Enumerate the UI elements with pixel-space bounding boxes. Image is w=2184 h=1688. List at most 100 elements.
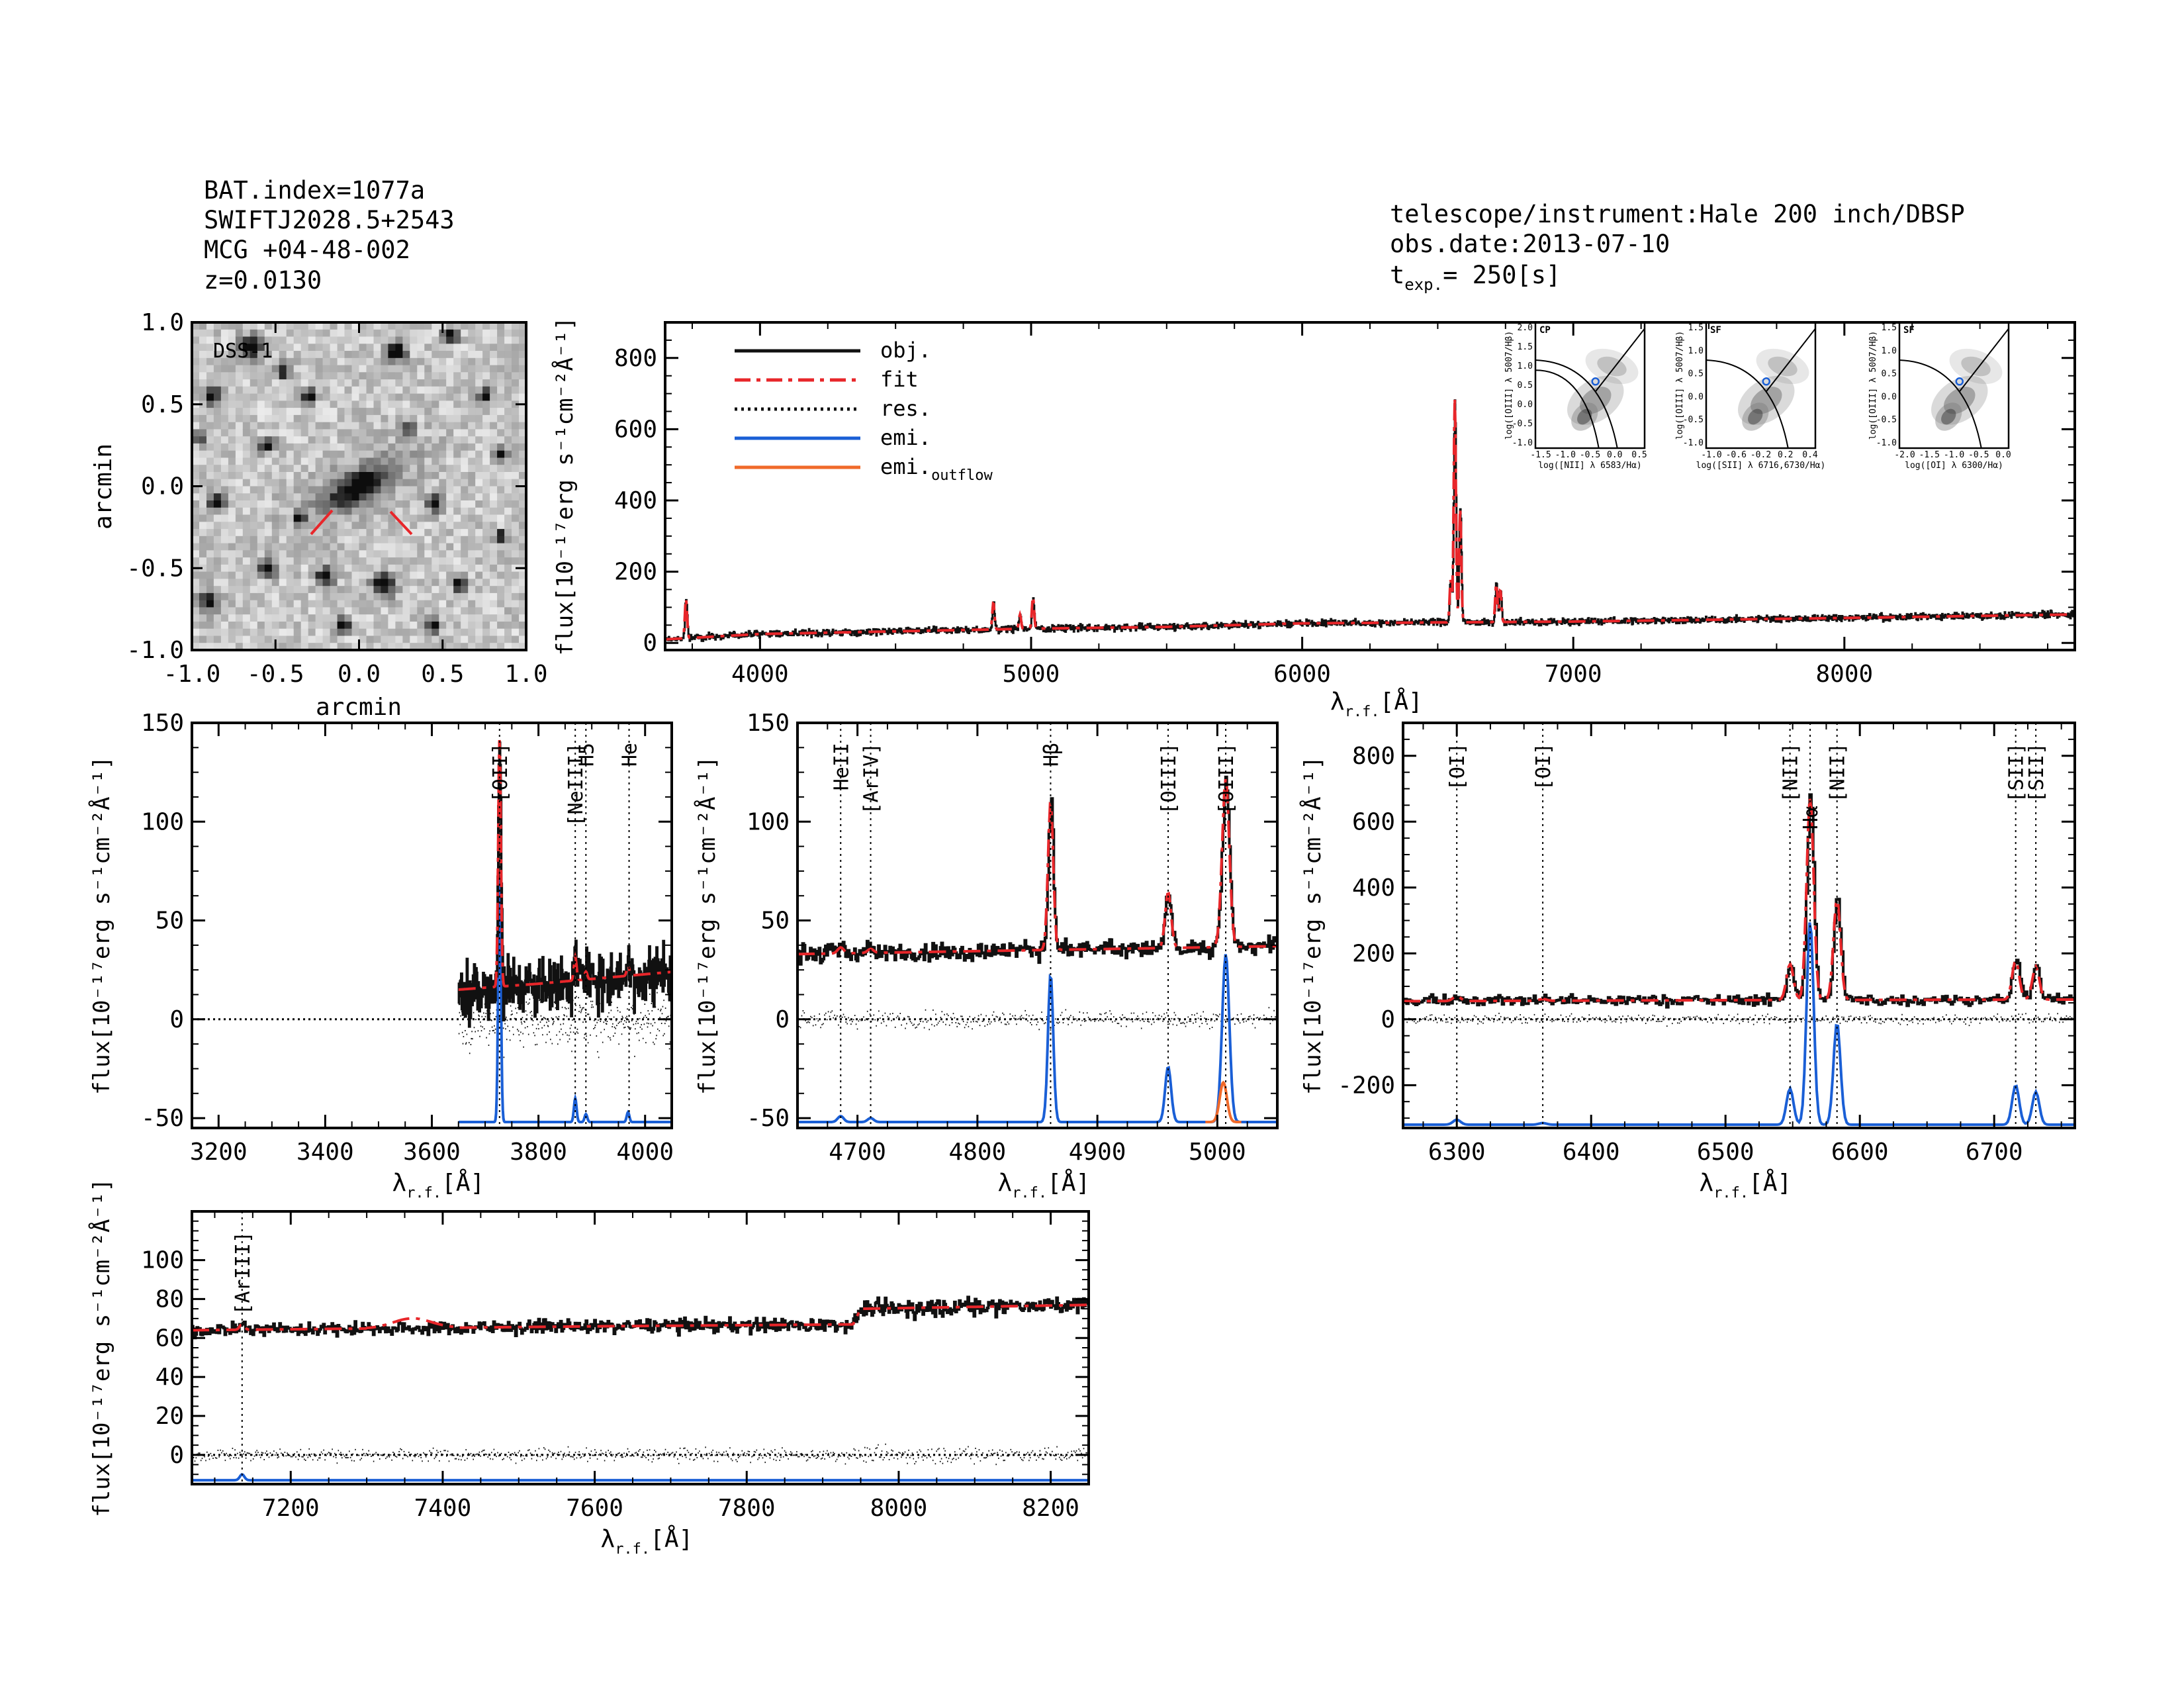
p4-xtick-label: 7200: [262, 1495, 320, 1522]
p3-line-label: [NII]: [1827, 743, 1850, 802]
p3-xtick-label: 6500: [1697, 1139, 1754, 1166]
bpt-xtick-label: 0.0: [1607, 450, 1622, 460]
p1-line-label: [OII]: [489, 743, 512, 802]
full-xtick-label: 6000: [1273, 661, 1331, 688]
p2-line-label: Hβ: [1040, 743, 1063, 767]
p1-ytick-label: 50: [156, 908, 184, 935]
p1-ytick-label: 0: [169, 1006, 184, 1033]
bpt-ylabel: log([OIII] λ 5007/Hβ): [1504, 331, 1514, 440]
bpt-ytick-label: 1.5: [1518, 342, 1533, 352]
bpt-xtick-label: -1.0: [1555, 450, 1576, 460]
p1-xlabel: λr.f.[Å]: [392, 1168, 485, 1201]
header-left: BAT.index=1077a SWIFTJ2028.5+2543 MCG +0…: [204, 176, 455, 295]
xlabel-unit: [Å]: [1380, 687, 1423, 716]
p2-observed-spectrum: [797, 775, 1277, 966]
dss-label: DSS-1: [213, 340, 273, 363]
bpt-density: [1571, 402, 1598, 431]
p3-line-label: Hα: [1799, 806, 1823, 829]
bpt-xtick-label: -0.5: [1968, 450, 1989, 460]
p4-emission-model: [192, 1473, 1089, 1482]
oii-zoom-panel: [OII] [NeIII]H5 He 3200 3400 3600 3800 4000 -50 0…: [88, 710, 674, 1201]
p3-line-label: [SII]: [2025, 743, 2048, 802]
texp-sub: exp.: [1404, 275, 1443, 294]
bpt-ytick-label: 0.5: [1518, 381, 1533, 391]
p4-plot-area: [192, 1295, 1089, 1482]
bpt-seyfert-liner-line: [1958, 328, 2009, 393]
bpt-xtick-label: -0.2: [1751, 450, 1771, 460]
image-axes: -1.0 -0.5 0.0 0.5 1.0 1.0 0.5 0.0 -0.5 -1.0: [126, 309, 547, 688]
bpt-xtick-label: 0.4: [1802, 450, 1818, 460]
p3-plot-area: [1403, 793, 2075, 1126]
p4-xtick-label: 7400: [414, 1495, 472, 1522]
p4-ytick-label: 80: [156, 1286, 184, 1313]
p3-line-label: [OI]: [1446, 743, 1469, 790]
p2-ytick-label: 100: [747, 808, 790, 835]
xlabel-sub: r.f.: [406, 1185, 441, 1201]
full-frame: [664, 321, 2076, 651]
p4-xlabel: λr.f.[Å]: [601, 1524, 694, 1558]
p2-xtick-label: 4700: [829, 1139, 886, 1166]
bpt-xtick-label: -1.0: [1944, 450, 1964, 460]
bpt-ytick-label: 1.0: [1518, 361, 1533, 371]
p1-fit-model: [458, 739, 672, 991]
bpt-xtick-label: -1.5: [1919, 450, 1940, 460]
p4-frame: [191, 1210, 1090, 1485]
bpt-density: [1931, 375, 1988, 425]
full-ytick-label: 600: [614, 416, 657, 443]
p2-ytick-label: -50: [747, 1105, 790, 1132]
image-ytick-label: -0.5: [126, 555, 184, 582]
bpt-ylabel: log([OIII] λ 5007/Hβ): [1675, 331, 1685, 440]
image-ytick-label: 1.0: [141, 309, 184, 336]
legend-label-main: fit: [880, 367, 919, 392]
full-observed-spectrum: [665, 399, 2075, 642]
bpt-ylabel: log([OIII] λ 5007/Hβ): [1868, 331, 1878, 440]
p4-observed-spectrum: [192, 1295, 1089, 1340]
p1-frame: [191, 722, 673, 1129]
bpt-plot-area: [1535, 328, 1645, 448]
p1-ytick-label: 150: [141, 710, 184, 737]
p3-xtick-label: 6300: [1428, 1139, 1486, 1166]
bpt-demarcation: [1899, 359, 1982, 448]
slit-marker-left: [310, 509, 334, 536]
xlabel-unit: [Å]: [650, 1524, 693, 1553]
bpt-frame: [1534, 321, 1646, 449]
p1-residuals: [458, 986, 672, 1058]
bpt-xtick-label: 0.2: [1778, 450, 1793, 460]
bpt-panel: SF 1.5 1.0 0.5 0.0 -0.5 -1.0 -2.0 -1.5 -1.0 -0.5 0.…: [1868, 321, 2011, 471]
full-spectrum-panel: 4000 5000 6000 7000 8000 0 200 400 600 800 flux[10…: [551, 317, 2076, 720]
bpt-ytick-label: 0.0: [1688, 392, 1704, 402]
full-ytick-label: 800: [614, 345, 657, 372]
bpt-demarcation: [1535, 359, 1618, 448]
p4-xtick-label: 8000: [870, 1495, 928, 1522]
p4-ytick-label: 100: [141, 1247, 184, 1274]
header-right: telescope/instrument:Hale 200 inch/DBSP …: [1390, 200, 1965, 294]
bpt-ytick-label: 0.5: [1688, 369, 1704, 379]
bpt-ytick-label: 0.0: [1882, 392, 1897, 402]
bpt-density: [1756, 348, 1809, 385]
header-telescope: telescope/instrument:Hale 200 inch/DBSP: [1390, 200, 1965, 228]
image-xtick-label: 1.0: [504, 661, 547, 688]
p3-ytick-label: 200: [1352, 940, 1395, 967]
bpt-ytick-label: 0.0: [1518, 400, 1533, 410]
legend-label: res.: [880, 396, 931, 421]
bpt-object-point: [1591, 377, 1600, 386]
bpt-density-core: [1941, 408, 1956, 425]
bpt-plot-area: [1706, 328, 1815, 448]
p2-line-label: [OIII]: [1158, 743, 1181, 814]
p3-xlabel: λr.f.[Å]: [1700, 1168, 1792, 1201]
p4-xtick-label: 8200: [1022, 1495, 1079, 1522]
p3-ytick-label: 600: [1352, 808, 1395, 835]
bpt-panel: CP 2.0 1.5 1.0 0.5 0.0 -0.5 -1.0 -1.5 -1.0 -0.5 0.0…: [1504, 321, 1647, 471]
bpt-xlabel: log([SII] λ 6716,6730/Hα): [1696, 461, 1826, 471]
bpt-density: [1949, 348, 2003, 385]
full-ytick-label: 400: [614, 487, 657, 514]
texp-eq: =: [1443, 261, 1473, 289]
legend-label: emi.outflow: [880, 454, 993, 484]
bpt-ytick-label: 0.5: [1882, 369, 1897, 379]
legend-label-main: res.: [880, 396, 931, 421]
p3-fit-model: [1403, 797, 2075, 1003]
p1-line-label: He: [619, 743, 642, 767]
p2-plot-area: [797, 775, 1277, 1123]
p1-xtick-label: 3200: [190, 1139, 248, 1166]
p2-xtick-label: 5000: [1189, 1139, 1246, 1166]
